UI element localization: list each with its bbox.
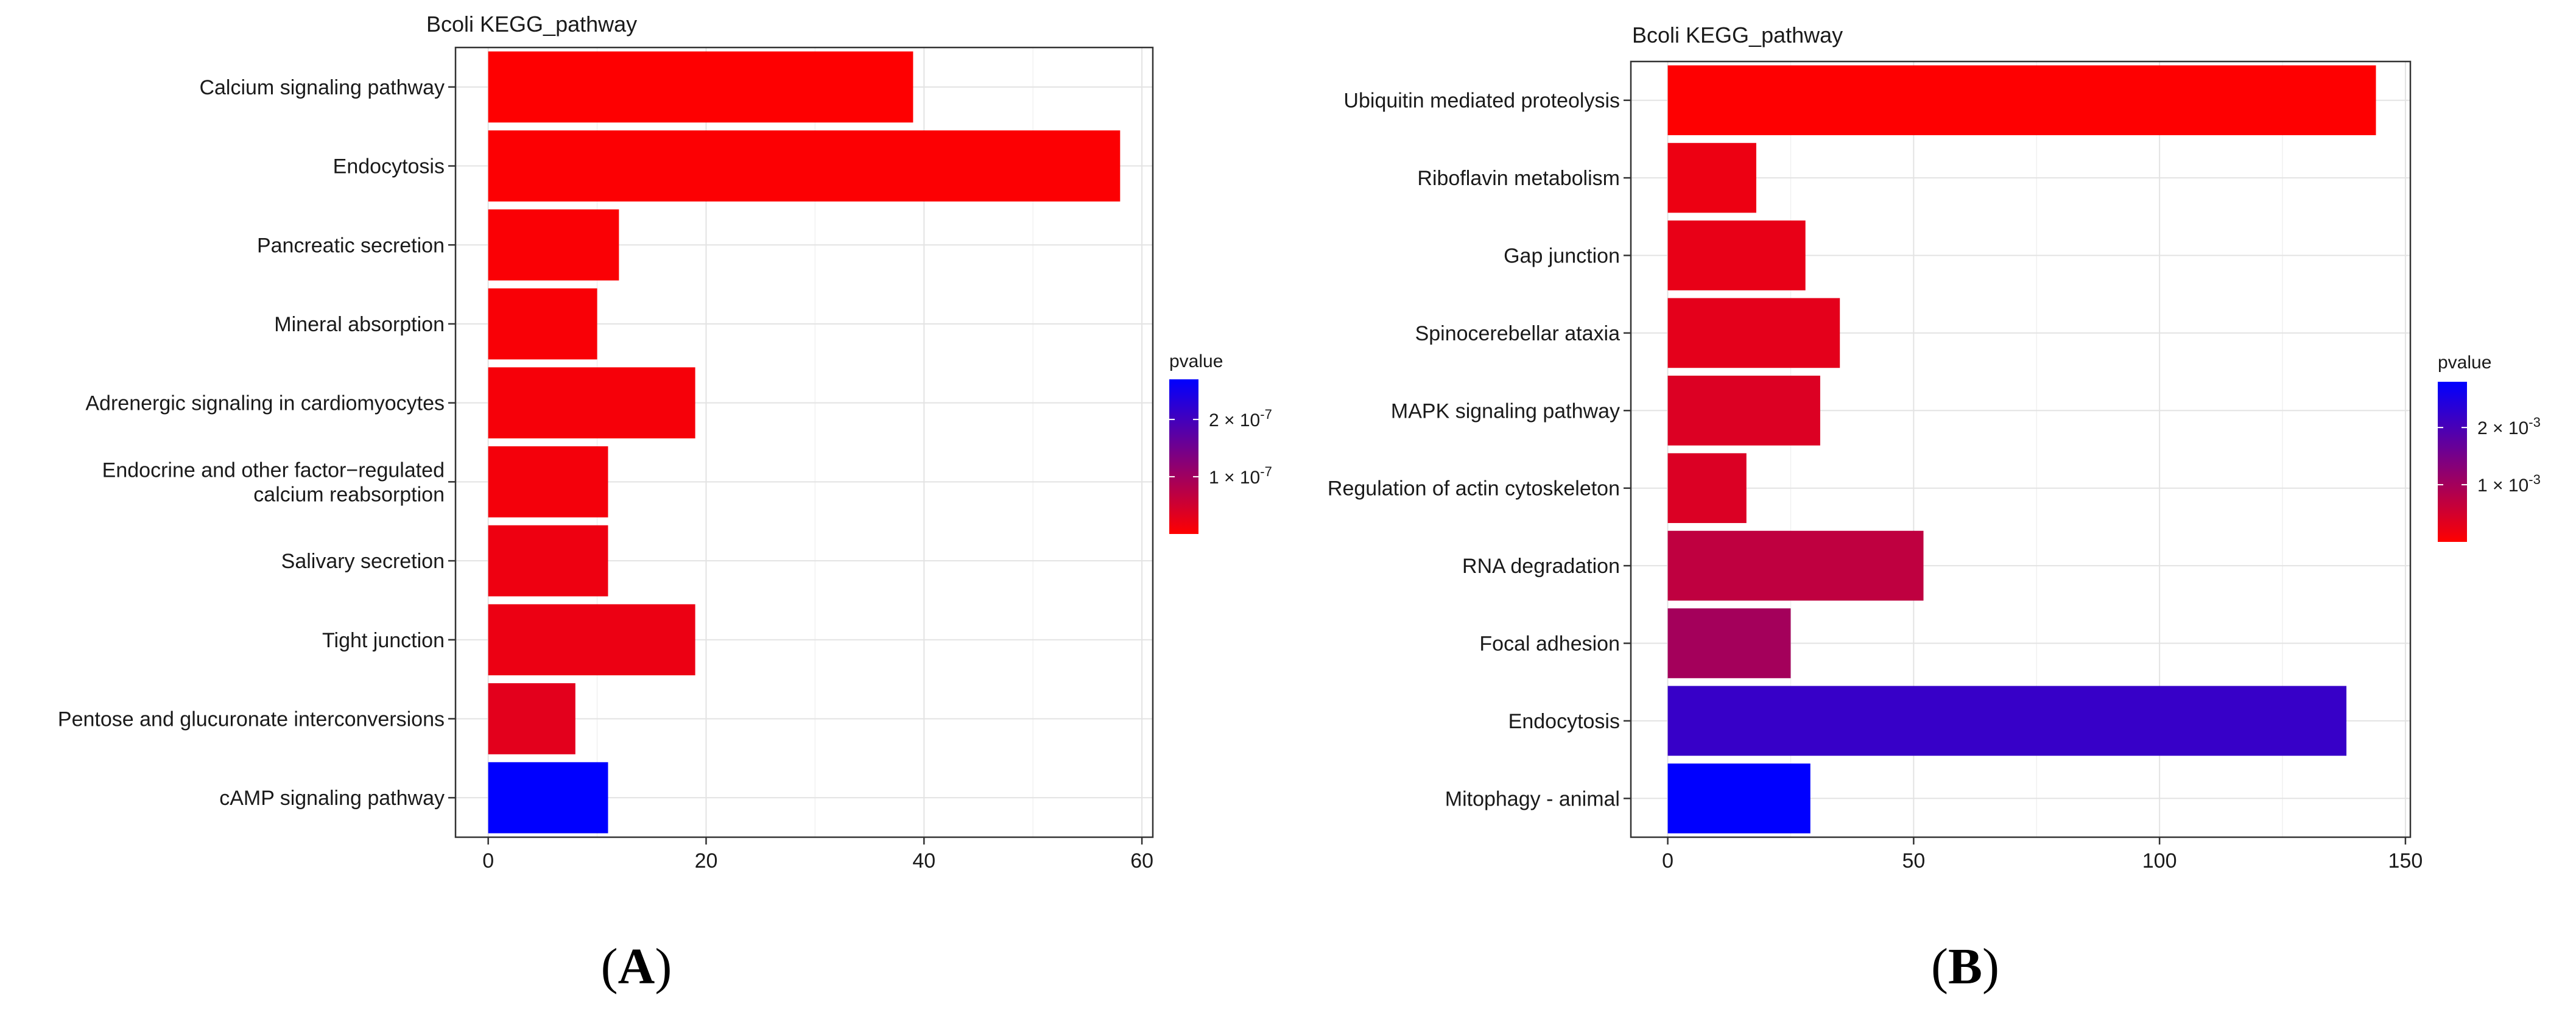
- panel-b-bar[interactable]: [1667, 220, 1806, 290]
- panel-a-chart-title: Bcoli KEGG_pathway: [426, 12, 637, 37]
- panel-b-x-tick-label: 100: [2142, 849, 2177, 873]
- panel-a-bar[interactable]: [488, 604, 695, 676]
- panel-b-y-tick-label: MAPK signaling pathway: [1391, 399, 1620, 423]
- panel-a-y-tick-label: Pentose and glucuronate interconversions: [58, 708, 445, 731]
- panel-a-x-tick-label: 20: [695, 849, 718, 873]
- panel-a-y-tick-label: cAMP signaling pathway: [219, 787, 445, 810]
- panel-a-bar[interactable]: [488, 367, 695, 439]
- panel-a-y-tick-label: Calcium signaling pathway: [199, 76, 445, 99]
- panel-b-y-tick-label: Riboflavin metabolism: [1417, 167, 1620, 190]
- panel-a-legend-label: 1 × 10-7: [1209, 464, 1272, 488]
- panel-a-y-tick-label: Salivary secretion: [281, 550, 445, 573]
- panel-b-y-tick-label: Regulation of actin cytoskeleton: [1328, 477, 1620, 500]
- panel-b-bar[interactable]: [1667, 608, 1791, 678]
- panel-a-x-tick-label: 0: [482, 849, 494, 873]
- panel-a-chart: Calcium signaling pathway Endocytosis Panc…: [58, 12, 1272, 995]
- panel-b-bar[interactable]: [1667, 686, 2347, 756]
- panel-b-bar[interactable]: [1667, 142, 1756, 213]
- panel-a-plot-border: [454, 46, 1154, 838]
- panel-a-panel-letter: (A): [601, 938, 672, 995]
- panel-b-chart-title: Bcoli KEGG_pathway: [1632, 23, 1843, 47]
- panel-b-x-tick-label: 150: [2388, 849, 2423, 873]
- panel-b-legend-label: 2 × 10-3: [2477, 415, 2541, 438]
- panel-a-bar[interactable]: [488, 209, 619, 281]
- panel-a-y-tick-label: Endocytosis: [333, 155, 445, 178]
- panel-b-x-tick-label: 50: [1902, 849, 1925, 873]
- panel-b-bar[interactable]: [1667, 763, 1811, 834]
- panel-b-legend-label: 1 × 10-3: [2477, 472, 2541, 496]
- panel-a-bar[interactable]: [488, 525, 608, 597]
- panel-a-legend-colorbar: [1169, 379, 1198, 534]
- panel-b-x-tick-label: 0: [1662, 849, 1673, 873]
- panel-a-bar[interactable]: [488, 288, 597, 360]
- panel-a-y-tick-label: Pancreatic secretion: [257, 234, 445, 257]
- panel-b-bar[interactable]: [1667, 375, 1820, 446]
- panel-a-legend-title: pvalue: [1169, 351, 1223, 371]
- panel-b-bar[interactable]: [1667, 530, 1924, 601]
- panel-a-bar[interactable]: [488, 51, 913, 123]
- panel-b-legend-colorbar: [2438, 382, 2467, 542]
- panel-b-bar[interactable]: [1667, 65, 2376, 136]
- panel-a-y-tick-label: Mineral absorption: [274, 313, 445, 336]
- panel-a-y-tick-label: Tight junction: [322, 629, 445, 652]
- panel-b-chart: Ubiquitin mediated proteolysis Riboflavin…: [1328, 23, 2541, 995]
- panel-b-y-tick-label: Mitophagy - animal: [1445, 787, 1620, 810]
- panel-b-y-tick-label: RNA degradation: [1462, 555, 1620, 578]
- panel-b-y-tick-label: Gap junction: [1504, 245, 1620, 268]
- panel-b-bar[interactable]: [1667, 298, 1840, 368]
- panel-a-x-tick-label: 40: [912, 849, 935, 873]
- panel-b-y-tick-label: Focal adhesion: [1479, 633, 1620, 656]
- panel-a-x-tick-label: 60: [1130, 849, 1153, 873]
- panel-a-bar[interactable]: [488, 130, 1121, 202]
- panel-b-plot-border: [1630, 60, 2412, 838]
- panel-b-panel-letter: (B): [1931, 938, 1999, 995]
- panel-b-legend-title: pvalue: [2438, 353, 2491, 373]
- panel-a-legend-label: 2 × 10-7: [1209, 407, 1272, 430]
- panel-b-y-tick-label: Ubiquitin mediated proteolysis: [1343, 90, 1620, 113]
- panel-b-bar[interactable]: [1667, 453, 1747, 524]
- panel-b-y-tick-label: Spinocerebellar ataxia: [1415, 322, 1621, 345]
- panel-a-y-tick-label: Endocrine and other factor−regulated calc…: [102, 458, 445, 506]
- panel-a-bar[interactable]: [488, 446, 608, 518]
- panel-a-bar[interactable]: [488, 762, 608, 834]
- panel-a-bar[interactable]: [488, 683, 575, 754]
- panel-a-y-tick-label: Adrenergic signaling in cardiomyocytes: [85, 392, 445, 415]
- panel-b-y-tick-label: Endocytosis: [1508, 710, 1620, 733]
